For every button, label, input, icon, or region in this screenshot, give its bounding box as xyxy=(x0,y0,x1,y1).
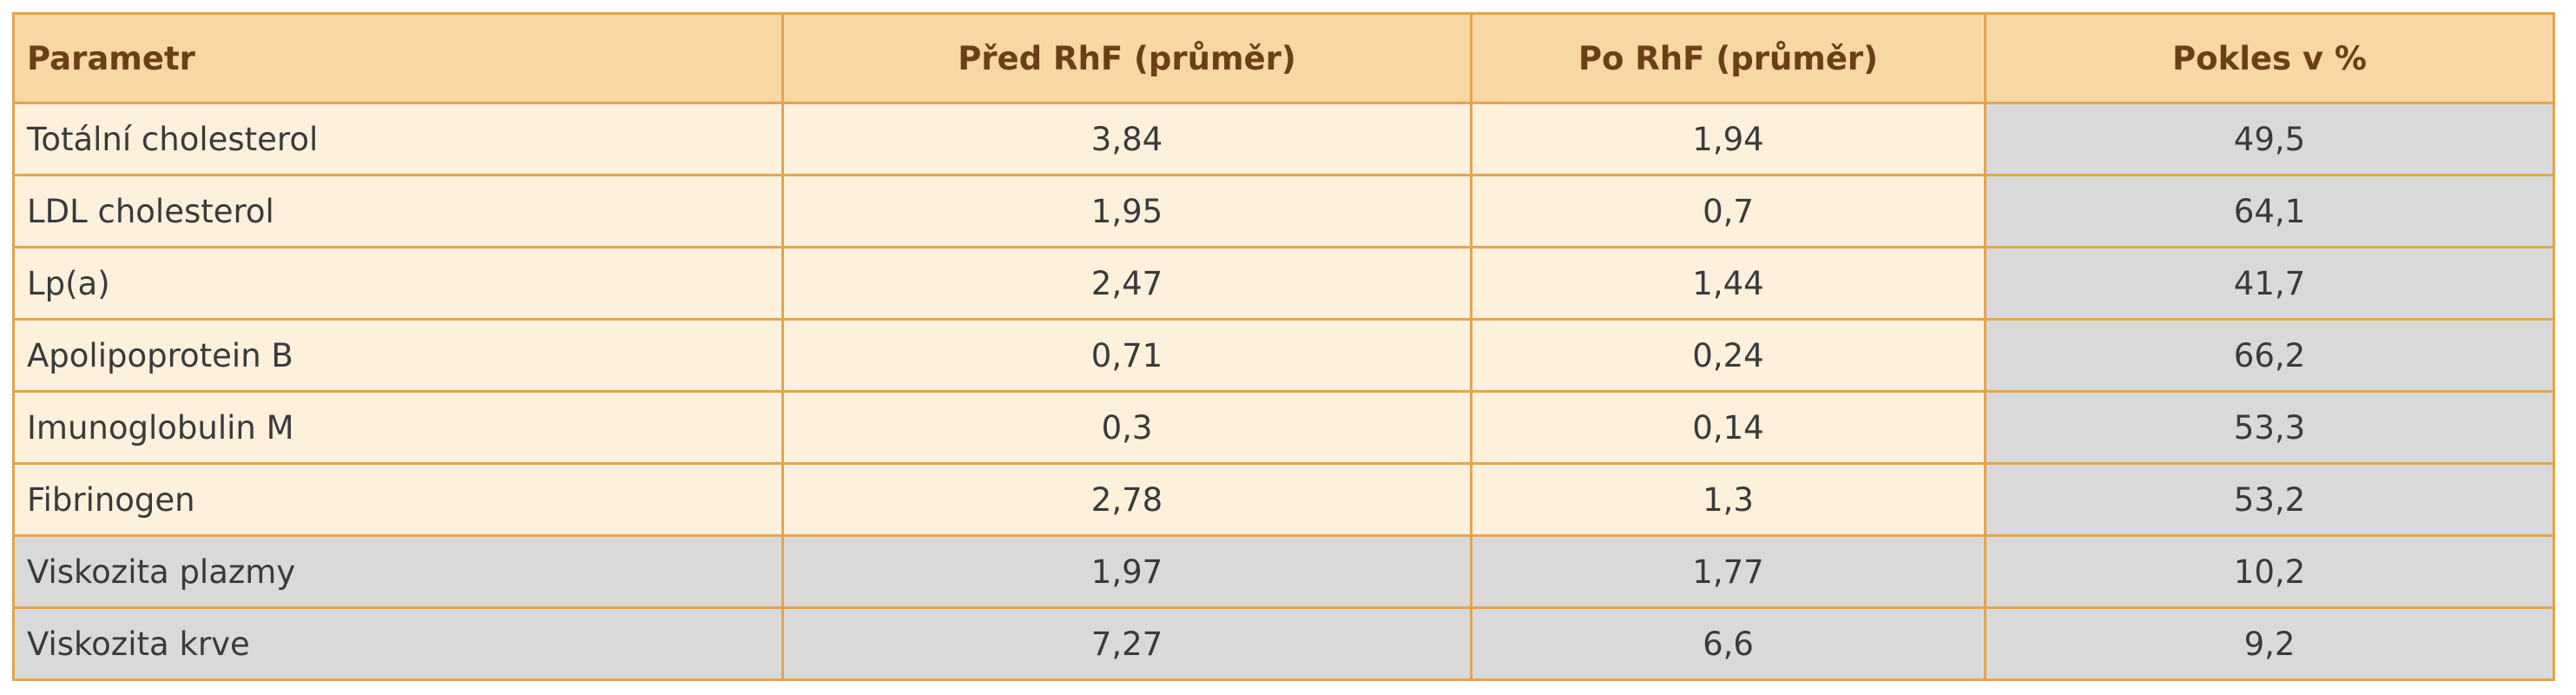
row-label: Apolipoprotein B xyxy=(12,318,784,393)
row-label: Fibrinogen xyxy=(12,462,784,537)
table-row: LDL cholesterol 1,95 0,7 64,1 xyxy=(12,174,2555,248)
table-row: Viskozita krve 7,27 6,6 9,2 xyxy=(12,606,2555,681)
table-cell: 64,1 xyxy=(1984,174,2555,248)
table-wrapper: Parametr Před RhF (průměr) Po RhF (průměr)… xyxy=(12,12,2555,681)
table-cell: 41,7 xyxy=(1984,246,2555,321)
table-cell: 0,71 xyxy=(781,318,1472,393)
table-cell: 1,97 xyxy=(781,534,1472,609)
table-cell: 0,14 xyxy=(1470,390,1986,465)
row-label: Lp(a) xyxy=(12,246,784,321)
header-cell: Po RhF (průměr) xyxy=(1470,12,1986,104)
table-cell: 49,5 xyxy=(1984,102,2555,176)
table-row: Lp(a) 2,47 1,44 41,7 xyxy=(12,246,2555,321)
table-cell: 0,24 xyxy=(1470,318,1986,393)
table-cell: 0,7 xyxy=(1470,174,1986,248)
row-label: Imunoglobulin M xyxy=(12,390,784,465)
table-cell: 1,44 xyxy=(1470,246,1986,321)
table-cell: 1,95 xyxy=(781,174,1472,248)
row-label: LDL cholesterol xyxy=(12,174,784,248)
table-row: Totální cholesterol 3,84 1,94 49,5 xyxy=(12,102,2555,176)
data-table: Parametr Před RhF (průměr) Po RhF (průměr)… xyxy=(12,12,2555,681)
table-cell: 3,84 xyxy=(781,102,1472,176)
table-cell: 66,2 xyxy=(1984,318,2555,393)
table-cell: 53,3 xyxy=(1984,390,2555,465)
table-cell: 2,78 xyxy=(781,462,1472,537)
header-row: Parametr Před RhF (průměr) Po RhF (průměr)… xyxy=(12,12,2555,104)
table-cell: 53,2 xyxy=(1984,462,2555,537)
header-cell: Před RhF (průměr) xyxy=(781,12,1472,104)
table-row: Fibrinogen 2,78 1,3 53,2 xyxy=(12,462,2555,537)
table-cell: 2,47 xyxy=(781,246,1472,321)
table-row: Viskozita plazmy 1,97 1,77 10,2 xyxy=(12,534,2555,609)
table-cell: 1,3 xyxy=(1470,462,1986,537)
table-row: Imunoglobulin M 0,3 0,14 53,3 xyxy=(12,390,2555,465)
table-cell: 7,27 xyxy=(781,606,1472,681)
row-label: Viskozita krve xyxy=(12,606,784,681)
row-label: Totální cholesterol xyxy=(12,102,784,176)
table-cell: 10,2 xyxy=(1984,534,2555,609)
table-cell: 1,94 xyxy=(1470,102,1986,176)
table-cell: 1,77 xyxy=(1470,534,1986,609)
table-cell: 9,2 xyxy=(1984,606,2555,681)
row-label: Viskozita plazmy xyxy=(12,534,784,609)
header-cell: Parametr xyxy=(12,12,784,104)
table-row: Apolipoprotein B 0,71 0,24 66,2 xyxy=(12,318,2555,393)
table-body: Totální cholesterol 3,84 1,94 49,5 LDL chole… xyxy=(12,102,2555,681)
header-cell: Pokles v % xyxy=(1984,12,2555,104)
table-cell: 6,6 xyxy=(1470,606,1986,681)
table-cell: 0,3 xyxy=(781,390,1472,465)
